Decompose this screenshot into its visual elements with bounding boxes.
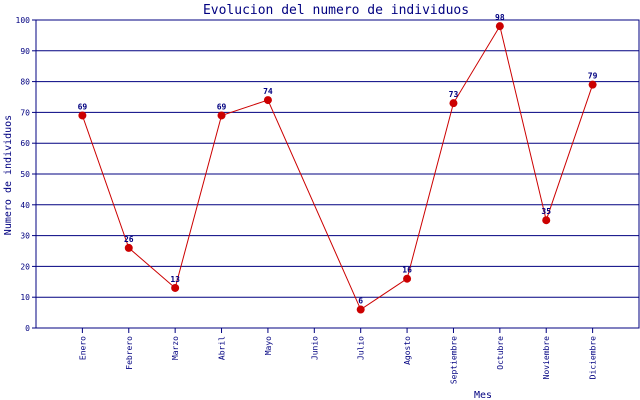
data-point (124, 243, 133, 252)
y-tick-label: 60 (20, 139, 30, 148)
data-point (403, 274, 412, 283)
data-label: 13 (170, 275, 180, 284)
chart-title: Evolucion del numero de individuos (203, 3, 469, 18)
data-label: 69 (217, 102, 227, 111)
data-label: 16 (402, 266, 412, 275)
x-tick-label: Octubre (496, 336, 505, 370)
x-tick-label: Marzo (171, 336, 180, 360)
data-label: 6 (358, 297, 363, 306)
x-tick-label: Enero (78, 336, 87, 360)
plot-area: 0 10 20 30 40 50 60 70 80 90 100 Enero Febrero Marzo A… (16, 13, 640, 384)
x-tick-label: Diciembre (589, 336, 598, 380)
data-label: 26 (124, 235, 134, 244)
y-tick-label: 50 (20, 170, 30, 179)
y-tick-label: 10 (20, 293, 30, 302)
data-point (542, 216, 551, 225)
data-point (449, 99, 458, 108)
data-point (356, 305, 365, 314)
x-tick-label: Noviembre (542, 336, 551, 380)
data-label: 98 (495, 13, 505, 22)
y-tick-label: 0 (25, 324, 30, 333)
data-label: 73 (449, 90, 459, 99)
y-tick-label: 100 (16, 16, 31, 25)
x-tick-label: Julio (357, 336, 366, 360)
x-tick-label: Febrero (125, 336, 134, 370)
data-point (217, 111, 226, 120)
data-point (495, 22, 504, 31)
data-label: 69 (78, 102, 88, 111)
x-tick-label: Septiembre (449, 336, 458, 384)
data-point (171, 283, 180, 292)
data-label: 74 (263, 87, 273, 96)
data-point (78, 111, 87, 120)
y-tick-label: 30 (20, 232, 30, 241)
x-tick-label: Agosto (403, 336, 412, 365)
y-tick-label: 90 (20, 47, 30, 56)
data-label: 35 (541, 207, 551, 216)
series-line (81, 24, 594, 311)
y-tick-label: 80 (20, 78, 30, 87)
data-label: 79 (588, 72, 598, 81)
x-tick-label: Junio (310, 336, 319, 360)
x-tick-label: Mayo (264, 336, 273, 355)
data-point (263, 96, 272, 105)
x-tick-label: Abril (218, 336, 227, 360)
plot-frame (35, 19, 640, 329)
y-tick-label: 20 (20, 262, 30, 271)
y-tick-label: 70 (20, 108, 30, 117)
y-axis-label: Numero de individuos (3, 115, 14, 235)
data-point (588, 80, 597, 89)
x-axis-label: Mes (474, 390, 492, 400)
y-tick-label: 40 (20, 201, 30, 210)
